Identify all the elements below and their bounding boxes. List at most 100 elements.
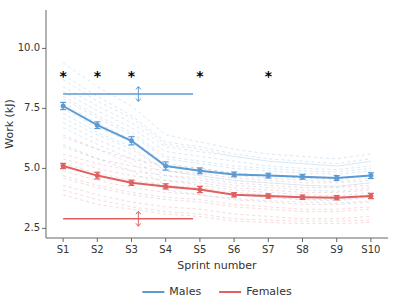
mean-point — [129, 138, 134, 143]
error-bar — [334, 176, 340, 181]
legend-entry: Females — [219, 285, 292, 298]
annotation: * — [128, 68, 136, 84]
plot-area — [60, 63, 374, 227]
x-tick — [97, 238, 98, 242]
x-tick-label: S3 — [125, 244, 138, 255]
x-tick — [336, 238, 337, 242]
individual-line — [63, 104, 371, 180]
error-bar-cap — [94, 128, 100, 129]
x-tick-label: S9 — [330, 244, 343, 255]
mean-point — [197, 187, 202, 192]
error-bar — [231, 172, 237, 177]
error-bar — [265, 194, 271, 198]
reference-arrow-head — [136, 99, 141, 102]
x-tick — [63, 238, 64, 242]
error-bar — [265, 173, 271, 178]
mean-line — [63, 166, 371, 198]
mean-point — [300, 174, 305, 179]
mean-point — [334, 176, 339, 181]
reference-arrow-head — [136, 87, 141, 90]
x-tick — [268, 238, 269, 242]
individual-line — [63, 144, 371, 203]
individual-line — [63, 164, 371, 198]
x-axis-label: Sprint number — [177, 259, 257, 272]
x-tick-label: S7 — [262, 244, 275, 255]
y-tick — [42, 168, 46, 169]
mean-point — [95, 173, 100, 178]
error-bar-cap — [94, 178, 100, 179]
mean-line — [63, 106, 371, 178]
error-bar-cap — [163, 169, 169, 170]
individual-line — [63, 108, 371, 181]
mean-point — [368, 173, 373, 178]
error-bar — [197, 168, 203, 174]
reference-arrow — [136, 211, 141, 226]
error-bar — [197, 186, 203, 192]
reference-arrow-shaft — [138, 212, 139, 226]
error-bar-cap — [197, 192, 203, 193]
x-tick-label: S2 — [91, 244, 104, 255]
y-axis-label: Work (kJ) — [3, 99, 16, 149]
x-tick — [370, 238, 371, 242]
mean-point — [129, 180, 134, 185]
x-tick — [165, 238, 166, 242]
error-bar — [163, 162, 169, 170]
mean-point — [163, 164, 168, 169]
legend-swatch — [219, 291, 241, 293]
individual-line — [63, 166, 371, 200]
legend-label: Males — [169, 285, 201, 298]
legend: Males Females — [142, 285, 292, 298]
error-bar — [94, 172, 100, 179]
individual-line — [63, 75, 371, 164]
individual-line — [63, 63, 371, 159]
error-bar — [60, 102, 66, 109]
annotation: * — [94, 68, 102, 84]
x-tick-label: S5 — [194, 244, 207, 255]
reference-arrow — [136, 87, 141, 102]
y-tick — [42, 48, 46, 49]
x-tick-label: S6 — [228, 244, 241, 255]
error-bar-cap — [94, 121, 100, 122]
y-axis-line — [46, 10, 47, 238]
mean-point — [266, 194, 271, 199]
error-bar-cap — [197, 186, 203, 187]
error-bar — [368, 193, 374, 198]
mean-point — [368, 194, 373, 199]
reference-line — [63, 218, 193, 220]
legend-label: Females — [246, 285, 292, 298]
mean-point — [334, 195, 339, 200]
individual-line — [63, 113, 371, 186]
legend-swatch — [142, 291, 164, 293]
individual-line — [63, 128, 371, 196]
reference-arrow-shaft — [138, 87, 139, 101]
mean-point — [61, 104, 66, 109]
individual-line — [63, 118, 371, 186]
x-tick — [234, 238, 235, 242]
x-tick-label: S8 — [296, 244, 309, 255]
chart: 2.55.07.510.0S1S2S3S4S5S6S7S8S9S10Sprint… — [0, 0, 400, 302]
x-tick — [131, 238, 132, 242]
error-bar — [231, 193, 237, 197]
x-tick-label: S4 — [159, 244, 172, 255]
annotation: * — [59, 68, 67, 84]
individual-line — [63, 135, 371, 201]
mean-point — [266, 173, 271, 178]
y-tick — [42, 228, 46, 229]
reference-arrow-head — [136, 223, 141, 226]
error-bar-cap — [129, 136, 135, 137]
mean-point — [197, 168, 202, 173]
mean-point — [300, 195, 305, 200]
mean-point — [232, 172, 237, 177]
y-tick — [42, 108, 46, 109]
mean-point — [95, 123, 100, 128]
mean-point — [163, 184, 168, 189]
y-tick-label: 5.0 — [24, 162, 40, 173]
error-bar — [300, 174, 306, 179]
page: {"chart_data": { "type": "line", "x_labe… — [0, 0, 400, 302]
error-bar-cap — [129, 144, 135, 145]
error-bar — [334, 196, 340, 200]
error-bar — [129, 180, 135, 185]
annotation: * — [265, 68, 273, 84]
y-tick-label: 7.5 — [24, 102, 40, 113]
x-tick — [302, 238, 303, 242]
